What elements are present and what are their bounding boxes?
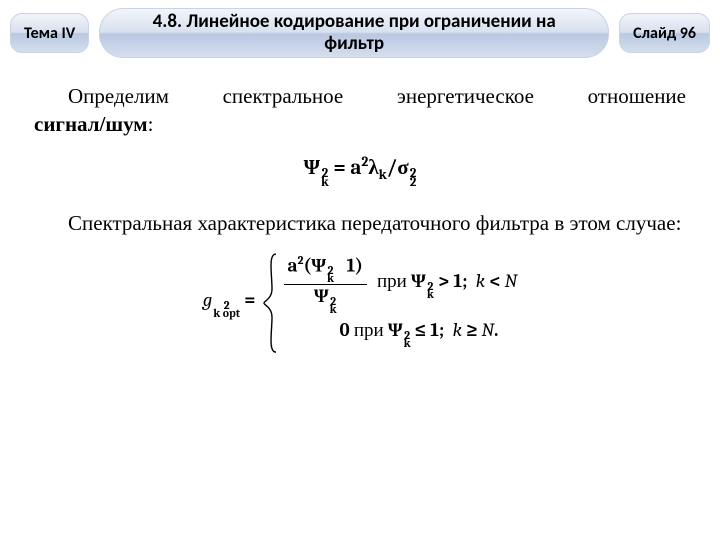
formula-2: g2k opt = a2(Ψ2k 1) Ψ2k — [34, 252, 686, 354]
formula-2-case-2-expr: 0 при Ψ2k ≤ 1; k ≥ N. — [284, 318, 499, 347]
para1-word-b: спектральное — [223, 82, 344, 110]
slide-header: Тема IV 4.8. Линейное кодирование при ог… — [10, 8, 710, 58]
formula-2-case-1: a2(Ψ2k 1) Ψ2k при Ψ2k > 1; k < N — [284, 252, 518, 314]
slide-title: 4.8. Линейное кодирование при ограничени… — [99, 8, 609, 58]
topic-badge: Тема IV — [10, 13, 89, 53]
slide: Тема IV 4.8. Линейное кодирование при ог… — [0, 0, 720, 540]
curly-brace-icon — [262, 252, 278, 354]
formula-2-cases: a2(Ψ2k 1) Ψ2k при Ψ2k > 1; k < N 0 при Ψ… — [278, 252, 518, 354]
para1-bold: сигнал/шум — [34, 112, 148, 136]
formula-2-case-2: 0 при Ψ2k ≤ 1; k ≥ N. — [284, 314, 518, 354]
para1-word-d: отношение — [588, 82, 686, 110]
cond1-prefix: при — [377, 270, 411, 292]
formula-2-piecewise: g2k opt = a2(Ψ2k 1) Ψ2k — [203, 252, 517, 354]
formula-2-case-1-cond: при Ψ2k > 1; k < N — [377, 269, 517, 298]
paragraph-2: Спектральная характеристика передаточног… — [34, 209, 686, 237]
para2-text: Спектральная характеристика передаточног… — [68, 211, 681, 235]
slide-body: Определим спектральное энергетическое от… — [10, 76, 710, 354]
formula-1: Ψ2k = a2λk/σ22 — [34, 153, 686, 187]
slide-number-badge: Слайд 96 — [619, 13, 710, 53]
paragraph-1: Определим спектральное энергетическое от… — [34, 82, 686, 139]
cond2-prefix: при — [350, 319, 388, 341]
para1-word-c: энергетическое — [397, 82, 534, 110]
para1-tail: : — [148, 112, 154, 136]
para1-word-a: Определим — [68, 82, 169, 110]
formula-1-expr: Ψ2k = a2λk/σ22 — [304, 156, 417, 180]
formula-2-lhs: g2k opt = — [203, 252, 262, 354]
formula-2-case-1-frac: a2(Ψ2k 1) Ψ2k — [284, 254, 367, 314]
